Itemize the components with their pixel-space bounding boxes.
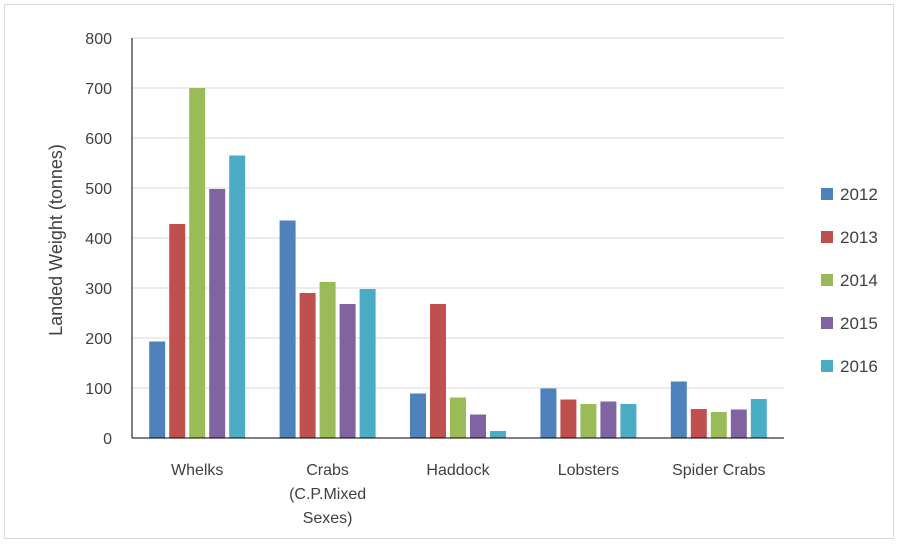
legend-label: 2016: [840, 357, 878, 376]
bar-2012-1: [279, 220, 296, 438]
legend: 2012 2013 2014 2015 2016: [821, 185, 878, 376]
bar-2013-3: [560, 399, 577, 438]
legend-label: 2012: [840, 185, 878, 204]
bar-2016-2: [490, 431, 506, 438]
bar-2013-1: [299, 293, 316, 438]
y-tick-label: 300: [85, 281, 112, 298]
y-tick-label: 600: [85, 131, 112, 148]
bar-2013-0: [169, 224, 186, 438]
legend-label: 2015: [840, 314, 878, 333]
y-tick-label: 800: [85, 31, 112, 48]
bar-2012-3: [540, 388, 557, 438]
bar-2014-0: [189, 88, 206, 438]
bar-2012-0: [149, 341, 166, 438]
bar-2013-2: [430, 304, 446, 438]
bar-2014-3: [580, 404, 597, 438]
legend-swatch: [821, 274, 833, 286]
bar-2012-4: [670, 381, 687, 438]
bar-2015-2: [470, 414, 486, 438]
legend-label: 2013: [840, 228, 878, 247]
y-tick-label: 500: [85, 181, 112, 198]
chart-frame: [4, 4, 894, 539]
y-tick-label: 700: [85, 81, 112, 98]
bar-2016-4: [750, 399, 767, 438]
bar-2015-0: [209, 189, 226, 438]
y-axis: 0 100 200 300 400 500 600 700 800: [85, 31, 133, 448]
x-tick-label: Crabs: [306, 462, 349, 479]
legend-swatch: [821, 360, 833, 372]
y-tick-label: 200: [85, 331, 112, 348]
bar-2015-3: [600, 401, 617, 438]
bar-2014-2: [450, 397, 466, 438]
x-tick-label: Spider Crabs: [672, 462, 765, 479]
bar-2014-4: [710, 412, 727, 438]
x-tick-label: Lobsters: [558, 462, 619, 479]
y-tick-label: 400: [85, 231, 112, 248]
bar-2016-3: [620, 404, 637, 438]
legend-swatch: [821, 231, 833, 243]
legend-label: 2014: [840, 271, 878, 290]
bar-2013-4: [690, 409, 707, 438]
bar-2015-4: [730, 409, 747, 438]
x-tick-label: Haddock: [426, 462, 490, 479]
bar-2014-1: [319, 282, 336, 438]
y-axis-title: Landed Weight (tonnes): [46, 144, 66, 336]
x-axis: Whelks Crabs (C.P.Mixed Sexes) Haddock Lobste…: [132, 437, 784, 527]
bar-2012-2: [410, 393, 426, 438]
y-tick-label: 0: [103, 431, 112, 448]
x-tick-label: Whelks: [171, 462, 223, 479]
bars: [149, 88, 767, 438]
legend-swatch: [821, 188, 833, 200]
bar-2015-1: [339, 304, 356, 438]
bar-2016-0: [229, 155, 246, 438]
legend-swatch: [821, 317, 833, 329]
bar-2016-1: [359, 289, 376, 438]
x-tick-label: Sexes): [303, 510, 353, 527]
y-tick-label: 100: [85, 381, 112, 398]
x-tick-label: (C.P.Mixed: [289, 486, 366, 503]
